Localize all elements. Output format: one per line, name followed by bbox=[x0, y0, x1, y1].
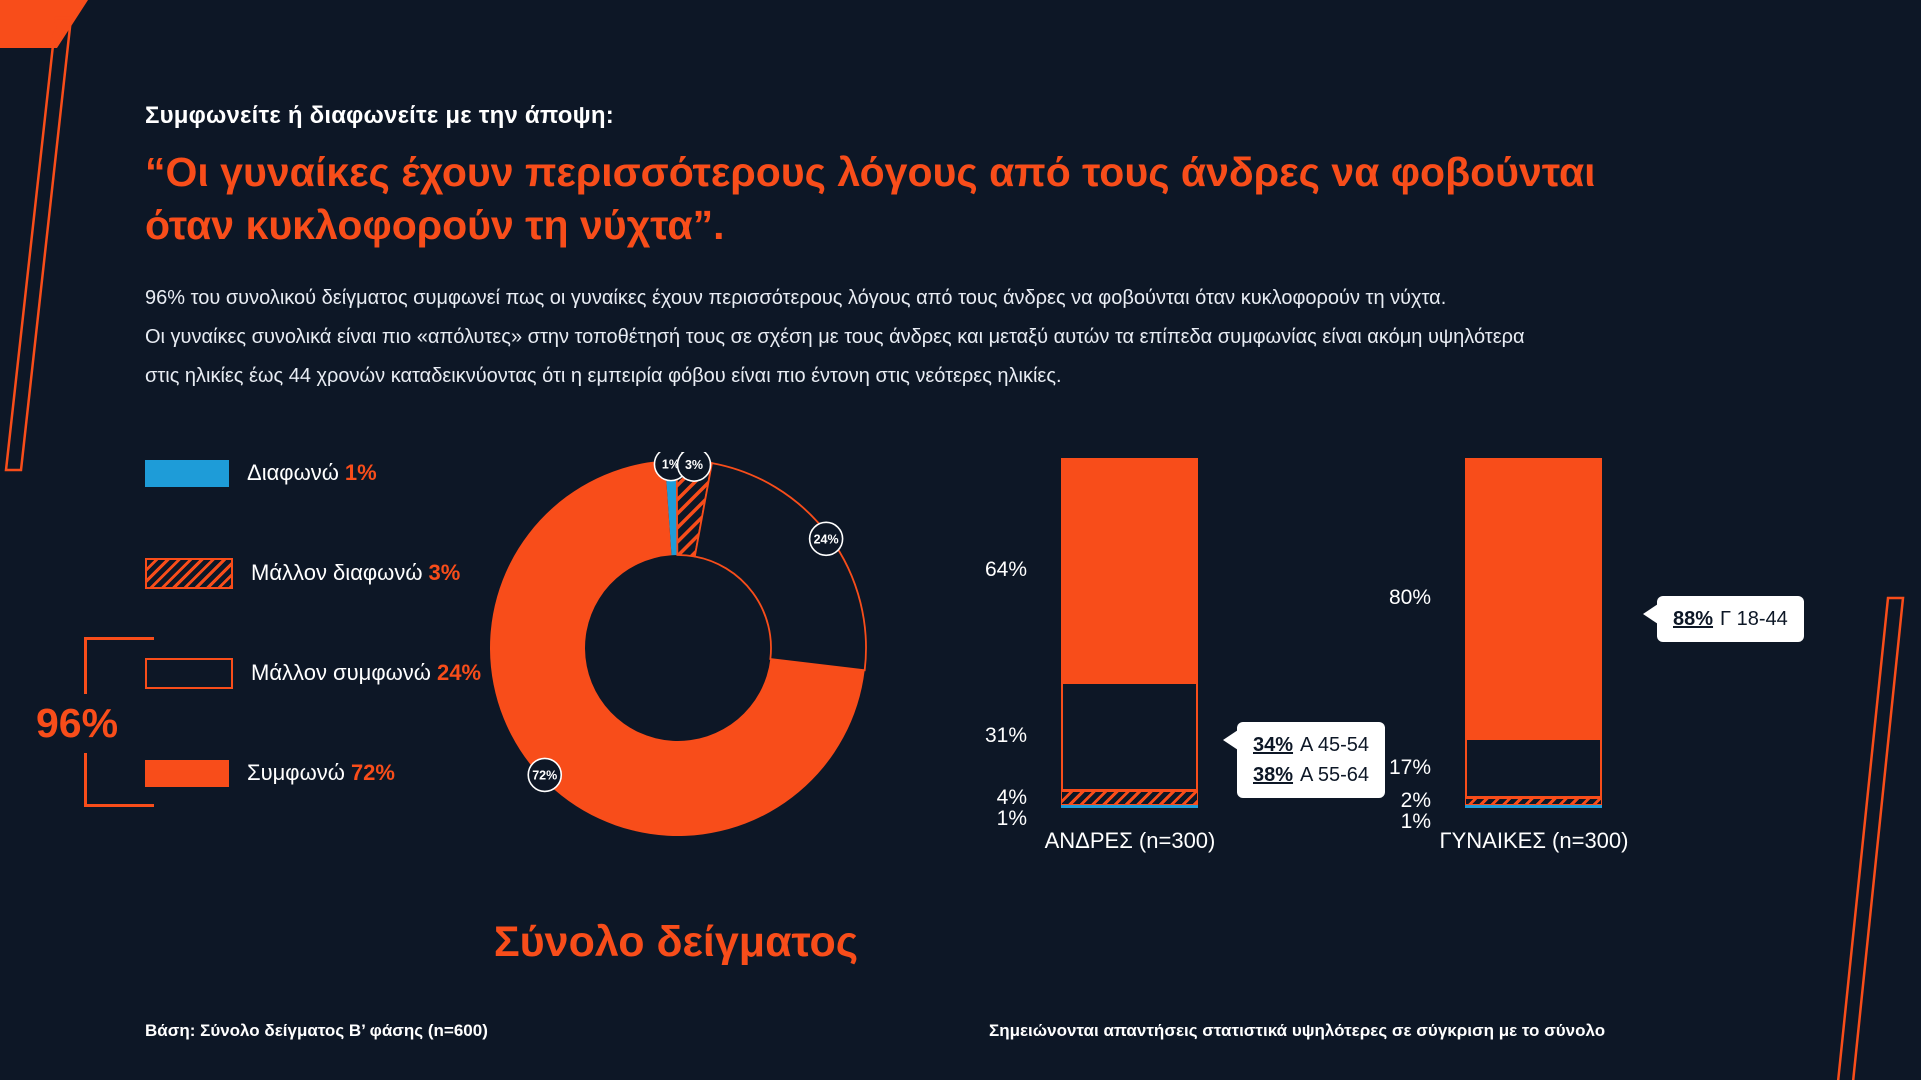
agree-bracket-bottom bbox=[84, 804, 154, 807]
legend-item-rather-disagree: Μάλλον διαφωνώ 3% bbox=[145, 556, 460, 590]
bar-segment-hatched bbox=[1061, 790, 1198, 805]
donut-label-bubble bbox=[808, 521, 844, 557]
legend-swatch-blue bbox=[145, 459, 229, 487]
legend-pct: 1% bbox=[344, 460, 377, 485]
callout-text: Γ 18-44 bbox=[1720, 608, 1788, 630]
bar-men-labels: 64% 31% 4% 1% bbox=[939, 458, 1027, 838]
donut-label-text: 3% bbox=[685, 458, 703, 472]
legend-label-text: Μάλλον συμφωνώ bbox=[251, 660, 431, 685]
bar-men-name: ΑΝΔΡΕΣ (n=300) bbox=[1044, 828, 1216, 853]
legend-item-rather-agree: Μάλλον συμφωνώ 24% bbox=[145, 656, 481, 690]
footer-base-note: Βάση: Σύνολο δείγματος Β’ φάσης (n=600) bbox=[145, 1021, 488, 1040]
donut-label-text: 72% bbox=[532, 768, 557, 782]
callout-men-line-2: 38% Α 55-64 bbox=[1253, 760, 1369, 790]
donut-caption: Σύνολο δείγματος bbox=[493, 918, 859, 966]
donut-label-text: 24% bbox=[814, 532, 839, 546]
callout-men: 34% Α 45-54 38% Α 55-64 bbox=[1223, 722, 1385, 798]
legend-pct: 24% bbox=[436, 660, 482, 685]
header: Συμφωνείτε ή διαφωνείτε με την άποψη: “Ο… bbox=[145, 102, 1745, 396]
legend-swatch-hatched bbox=[145, 557, 233, 589]
donut-label-bubble bbox=[527, 757, 563, 793]
bar-women bbox=[1465, 458, 1602, 808]
agree-bracket-top bbox=[84, 637, 154, 640]
bar-value-label: 80% bbox=[1388, 586, 1431, 609]
right-accent-outline bbox=[1836, 596, 1905, 1080]
callout-value: 34% bbox=[1253, 734, 1294, 756]
legend-label-rather-disagree: Μάλλον διαφωνώ 3% bbox=[251, 560, 460, 586]
donut-chart: 1% 3% 24% 72% bbox=[482, 446, 874, 844]
bar-segment-hatched bbox=[1465, 797, 1602, 805]
legend-pct: 72% bbox=[350, 760, 395, 785]
callout-women-line-1: 88% Γ 18-44 bbox=[1673, 604, 1788, 634]
bar-segment-blue bbox=[1465, 804, 1602, 808]
corner-accent-shape bbox=[0, 0, 88, 48]
bar-men bbox=[1061, 458, 1198, 808]
callout-text: Α 45-54 bbox=[1300, 734, 1369, 756]
bar-segment-blue bbox=[1061, 804, 1198, 808]
bar-segment-outlined bbox=[1061, 682, 1198, 791]
bar-value-label: 2% bbox=[1400, 789, 1431, 812]
callout-women: 88% Γ 18-44 bbox=[1643, 596, 1804, 642]
callout-value: 88% bbox=[1673, 608, 1714, 630]
bar-value-label: 64% bbox=[984, 558, 1027, 581]
legend-pct: 3% bbox=[428, 560, 461, 585]
bar-value-label: 1% bbox=[1400, 810, 1431, 833]
bar-value-label: 4% bbox=[996, 785, 1027, 809]
bar-women-labels: 80% 17% 2% 1% bbox=[1343, 458, 1431, 838]
bar-segment-solid bbox=[1465, 458, 1602, 738]
footer-stat-note: Σημειώνονται απαντήσεις στατιστικά υψηλό… bbox=[989, 1021, 1606, 1040]
legend-swatch-solid bbox=[145, 759, 229, 787]
agree-total: 96% bbox=[36, 694, 129, 753]
page-title: “Οι γυναίκες έχουν περισσότερους λόγους … bbox=[145, 146, 1745, 253]
legend-label-text: Διαφωνώ bbox=[247, 460, 339, 485]
legend-item-agree: Συμφωνώ 72% bbox=[145, 756, 395, 790]
legend-label-agree: Συμφωνώ 72% bbox=[247, 760, 395, 786]
donut-segment-solid bbox=[490, 460, 865, 836]
callout-text: Α 55-64 bbox=[1300, 764, 1369, 786]
summary-line-2: Οι γυναίκες συνολικά είναι πιο «απόλυτες… bbox=[145, 325, 1525, 348]
bar-segment-solid bbox=[1061, 458, 1198, 682]
legend-swatch-outlined bbox=[145, 657, 233, 689]
legend-item-disagree: Διαφωνώ 1% bbox=[145, 456, 377, 490]
title-line-2: όταν κυκλοφορούν τη νύχτα”. bbox=[145, 202, 725, 249]
callout-men-line-1: 34% Α 45-54 bbox=[1253, 730, 1369, 760]
legend-label-rather-agree: Μάλλον συμφωνώ 24% bbox=[251, 660, 481, 686]
summary-paragraph: 96% του συνολικού δείγματος συμφωνεί πως… bbox=[145, 279, 1745, 396]
donut-segment-blue bbox=[664, 460, 678, 556]
bar-value-label: 31% bbox=[984, 724, 1027, 748]
legend-label-text: Συμφωνώ bbox=[247, 760, 345, 785]
summary-line-3: στις ηλικίες έως 44 χρονών καταδεικνύοντ… bbox=[145, 364, 1062, 387]
donut-label-text: 1% bbox=[662, 458, 680, 472]
left-accent-outline bbox=[4, 16, 73, 472]
legend-label-text: Μάλλον διαφωνώ bbox=[251, 560, 423, 585]
donut-chart-svg: 1% 3% 24% 72% bbox=[490, 446, 867, 836]
title-line-1: “Οι γυναίκες έχουν περισσότερους λόγους … bbox=[145, 149, 1596, 195]
donut-segment-outlined bbox=[693, 462, 867, 672]
question-label: Συμφωνείτε ή διαφωνείτε με την άποψη: bbox=[145, 102, 614, 129]
callout-value: 38% bbox=[1253, 764, 1294, 786]
bar-women-name: ΓΥΝΑΙΚΕΣ (n=300) bbox=[1439, 828, 1629, 853]
summary-line-1: 96% του συνολικού δείγματος συμφωνεί πως… bbox=[145, 286, 1447, 309]
bar-value-label: 17% bbox=[1388, 755, 1431, 779]
bar-value-label: 1% bbox=[996, 806, 1027, 830]
bar-segment-outlined bbox=[1465, 738, 1602, 798]
legend-label-disagree: Διαφωνώ 1% bbox=[247, 460, 377, 486]
